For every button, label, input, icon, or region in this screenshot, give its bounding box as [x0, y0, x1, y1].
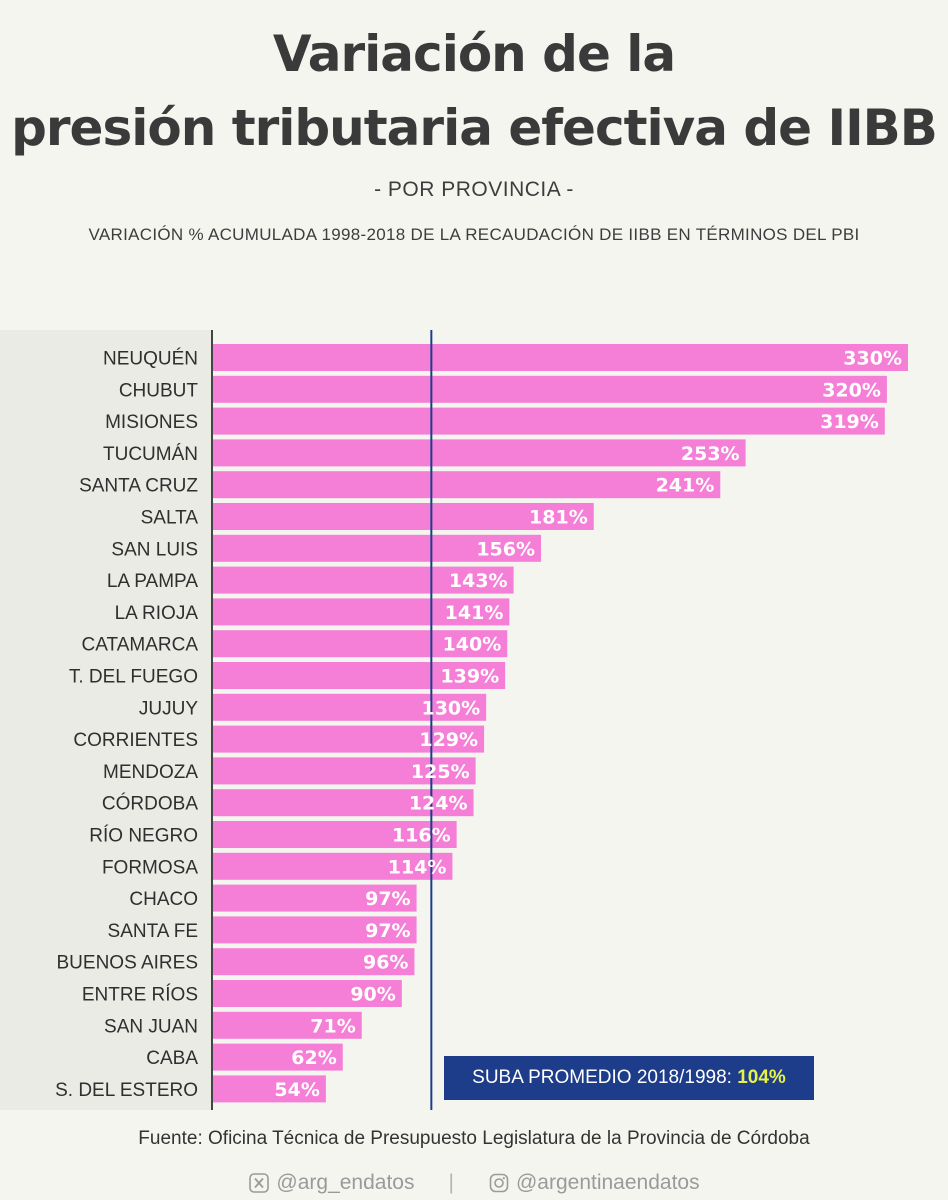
bar-value-label: 124%	[409, 793, 468, 815]
bar-value-label: 129%	[419, 729, 478, 751]
source-note: Fuente: Oficina Técnica de Presupuesto L…	[138, 1128, 810, 1149]
bar	[212, 789, 474, 817]
bar-chart: 330% 320% 319% 253% 241% 181% 156% 143% 141% 140%…	[0, 330, 948, 1110]
bar-value-label: 90%	[350, 984, 395, 1006]
category-label: CÓRDOBA	[102, 793, 198, 815]
bar	[212, 439, 746, 467]
bar-value-label: 96%	[363, 952, 408, 974]
bars-layer	[212, 344, 908, 1103]
bar-value-label: 139%	[440, 666, 499, 688]
category-label: LA RIOJA	[115, 603, 199, 624]
category-label: FORMOSA	[102, 857, 198, 878]
instagram-handle: @argentinaendatos	[515, 1171, 700, 1194]
category-label: CHUBUT	[119, 380, 199, 401]
bar	[212, 884, 417, 912]
instagram-icon	[488, 1172, 510, 1194]
chart-caption: VARIACIÓN % ACUMULADA 1998-2018 DE LA RE…	[88, 225, 860, 244]
bar	[212, 598, 510, 626]
bar-value-label: 241%	[656, 475, 715, 497]
x-handle: @arg_endatos	[276, 1171, 415, 1194]
bar	[212, 980, 402, 1007]
bar-value-label: 143%	[449, 570, 508, 592]
bar-value-label: 54%	[274, 1079, 319, 1101]
bar	[212, 503, 594, 530]
instagram-handle-group[interactable]: @argentinaendatos	[488, 1171, 700, 1195]
bar-value-label: 62%	[291, 1047, 336, 1069]
category-label: SAN JUAN	[104, 1016, 198, 1037]
bar	[212, 693, 487, 721]
bar-value-label: 71%	[310, 1015, 355, 1037]
bar	[212, 948, 415, 976]
bar-value-label: 141%	[445, 602, 504, 624]
bar	[212, 662, 506, 689]
bar	[212, 566, 514, 594]
bar	[212, 344, 908, 371]
category-label: SAN LUIS	[111, 539, 198, 560]
bar-value-label: 181%	[529, 507, 588, 529]
category-label: RÍO NEGRO	[89, 826, 198, 847]
bar-value-label: 320%	[822, 379, 881, 401]
bar-value-label: 156%	[476, 538, 535, 560]
chart-title-line-2: presión tributaria efectiva de IIBB	[11, 99, 938, 157]
category-label: JUJUY	[139, 698, 198, 719]
bar	[212, 534, 542, 562]
category-label: S. DEL ESTERO	[55, 1080, 198, 1101]
average-box: SUBA PROMEDIO 2018/1998: 104%	[444, 1056, 814, 1100]
average-value: 104%	[737, 1067, 786, 1088]
chart-title-line-1: Variación de la	[272, 25, 676, 83]
x-logo-icon	[248, 1172, 270, 1194]
category-label: T. DEL FUEGO	[69, 667, 198, 688]
bar-value-label: 116%	[392, 825, 451, 847]
category-label: CATAMARCA	[82, 635, 199, 656]
category-label: LA PAMPA	[107, 571, 198, 592]
bar	[212, 1011, 362, 1039]
bar-value-label: 253%	[681, 443, 740, 465]
category-label: SANTA CRUZ	[79, 476, 198, 497]
footer: @arg_endatos | @argentinaendatos	[0, 1166, 948, 1200]
category-label: SANTA FE	[108, 921, 198, 942]
bar-value-label: 125%	[411, 761, 470, 783]
category-label: MENDOZA	[103, 762, 198, 783]
category-label: NEUQUÉN	[103, 349, 198, 370]
bar	[212, 1075, 326, 1103]
x-handle-group[interactable]: @arg_endatos	[248, 1171, 415, 1195]
bar-value-label: 319%	[820, 411, 879, 433]
bar-value-label: 114%	[388, 856, 447, 878]
bar-value-label: 97%	[365, 888, 410, 910]
category-label: CORRIENTES	[73, 730, 198, 751]
bar-value-label: 330%	[843, 348, 902, 370]
category-label: TUCUMÁN	[103, 444, 198, 465]
bar	[212, 852, 453, 880]
footer-separator: |	[448, 1171, 454, 1194]
average-label: SUBA PROMEDIO 2018/1998:	[472, 1067, 732, 1088]
category-label: BUENOS AIRES	[57, 953, 199, 974]
category-label: MISIONES	[105, 412, 198, 433]
bar	[212, 916, 417, 944]
bar	[212, 725, 485, 753]
category-labels-layer: NEUQUÉN CHUBUT MISIONES TUCUMÁN SANTA CRUZ SA…	[55, 349, 198, 1101]
category-label: ENTRE RÍOS	[82, 985, 198, 1006]
chart-background-band	[0, 330, 212, 1110]
category-label: CHACO	[129, 889, 198, 910]
bar-value-label: 140%	[443, 634, 502, 656]
bar	[212, 630, 508, 658]
bar	[212, 821, 457, 848]
bar-value-label: 97%	[365, 920, 410, 942]
chart-subtitle: - POR PROVINCIA -	[374, 178, 574, 201]
value-labels-layer: 330% 320% 319% 253% 241% 181% 156% 143% 141% 140%…	[274, 348, 902, 1101]
bar	[212, 1043, 343, 1071]
bar	[212, 407, 885, 435]
bar-value-label: 130%	[421, 697, 480, 719]
bar	[212, 471, 721, 499]
bar	[212, 375, 887, 403]
category-label: CABA	[146, 1048, 198, 1069]
category-label: SALTA	[141, 508, 199, 529]
